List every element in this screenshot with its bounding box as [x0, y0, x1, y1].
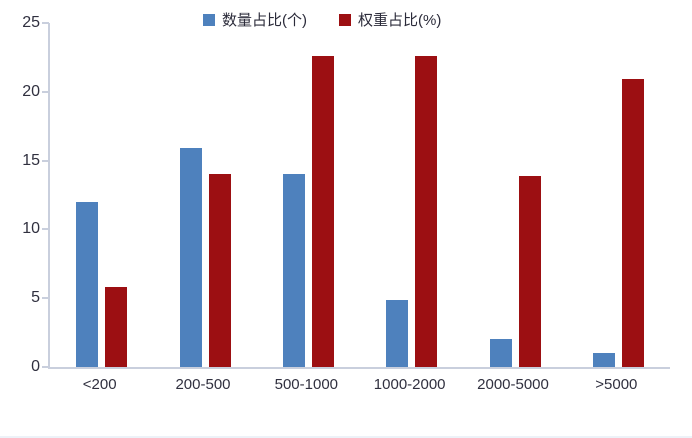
bar-weight-2 [311, 56, 334, 367]
y-tick-mark [42, 228, 49, 231]
bottom-divider [0, 436, 692, 438]
bar-quantity-1 [179, 148, 202, 367]
y-tick-mark [42, 90, 49, 93]
y-tick-label: 0 [31, 358, 40, 375]
x-tick-label: 500-1000 [274, 376, 339, 393]
y-tick-label: 25 [22, 14, 40, 31]
bar-weight-3 [415, 56, 438, 367]
x-tick-label: >5000 [595, 376, 638, 393]
legend-swatch-weight-icon [339, 13, 351, 26]
y-tick-label: 5 [31, 289, 40, 307]
plot-area [42, 22, 670, 369]
x-tick-label: 2000-5000 [477, 376, 549, 393]
y-tick-mark [42, 297, 49, 300]
y-tick-label: 20 [22, 82, 40, 100]
y-tick-mark [42, 22, 49, 24]
bar-quantity-0 [76, 201, 99, 367]
x-tick-label: 200-500 [175, 376, 231, 393]
legend-label-weight: 权重占比(%) [358, 12, 442, 29]
x-tick-label: <200 [82, 376, 117, 393]
bar-weight-1 [208, 174, 231, 367]
chart-legend: 数量占比(个) 权重占比(%) [203, 9, 441, 30]
legend-item-quantity: 数量占比(个) [203, 9, 307, 30]
legend-label-quantity: 数量占比(个) [222, 12, 307, 29]
y-tick-label: 10 [22, 220, 40, 238]
bar-quantity-3 [386, 299, 409, 367]
y-tick-mark [42, 159, 49, 162]
x-tick-label: 1000-2000 [373, 376, 446, 393]
legend-item-weight: 权重占比(%) [339, 9, 441, 30]
legend-swatch-quantity-icon [203, 13, 215, 26]
bar-weight-4 [518, 175, 541, 367]
bar-weight-0 [105, 287, 128, 367]
bar-quantity-5 [592, 353, 615, 367]
bar-weight-5 [621, 79, 644, 367]
y-axis-labels: 0 5 10 15 20 25 [0, 14, 40, 375]
y-tick-label: 15 [22, 151, 40, 169]
x-axis-labels: <200 200-500 500-1000 1000-2000 2000-5000 >50… [48, 376, 668, 398]
bar-quantity-2 [282, 174, 305, 367]
y-tick-mark [42, 366, 49, 368]
bar-quantity-4 [489, 339, 512, 367]
